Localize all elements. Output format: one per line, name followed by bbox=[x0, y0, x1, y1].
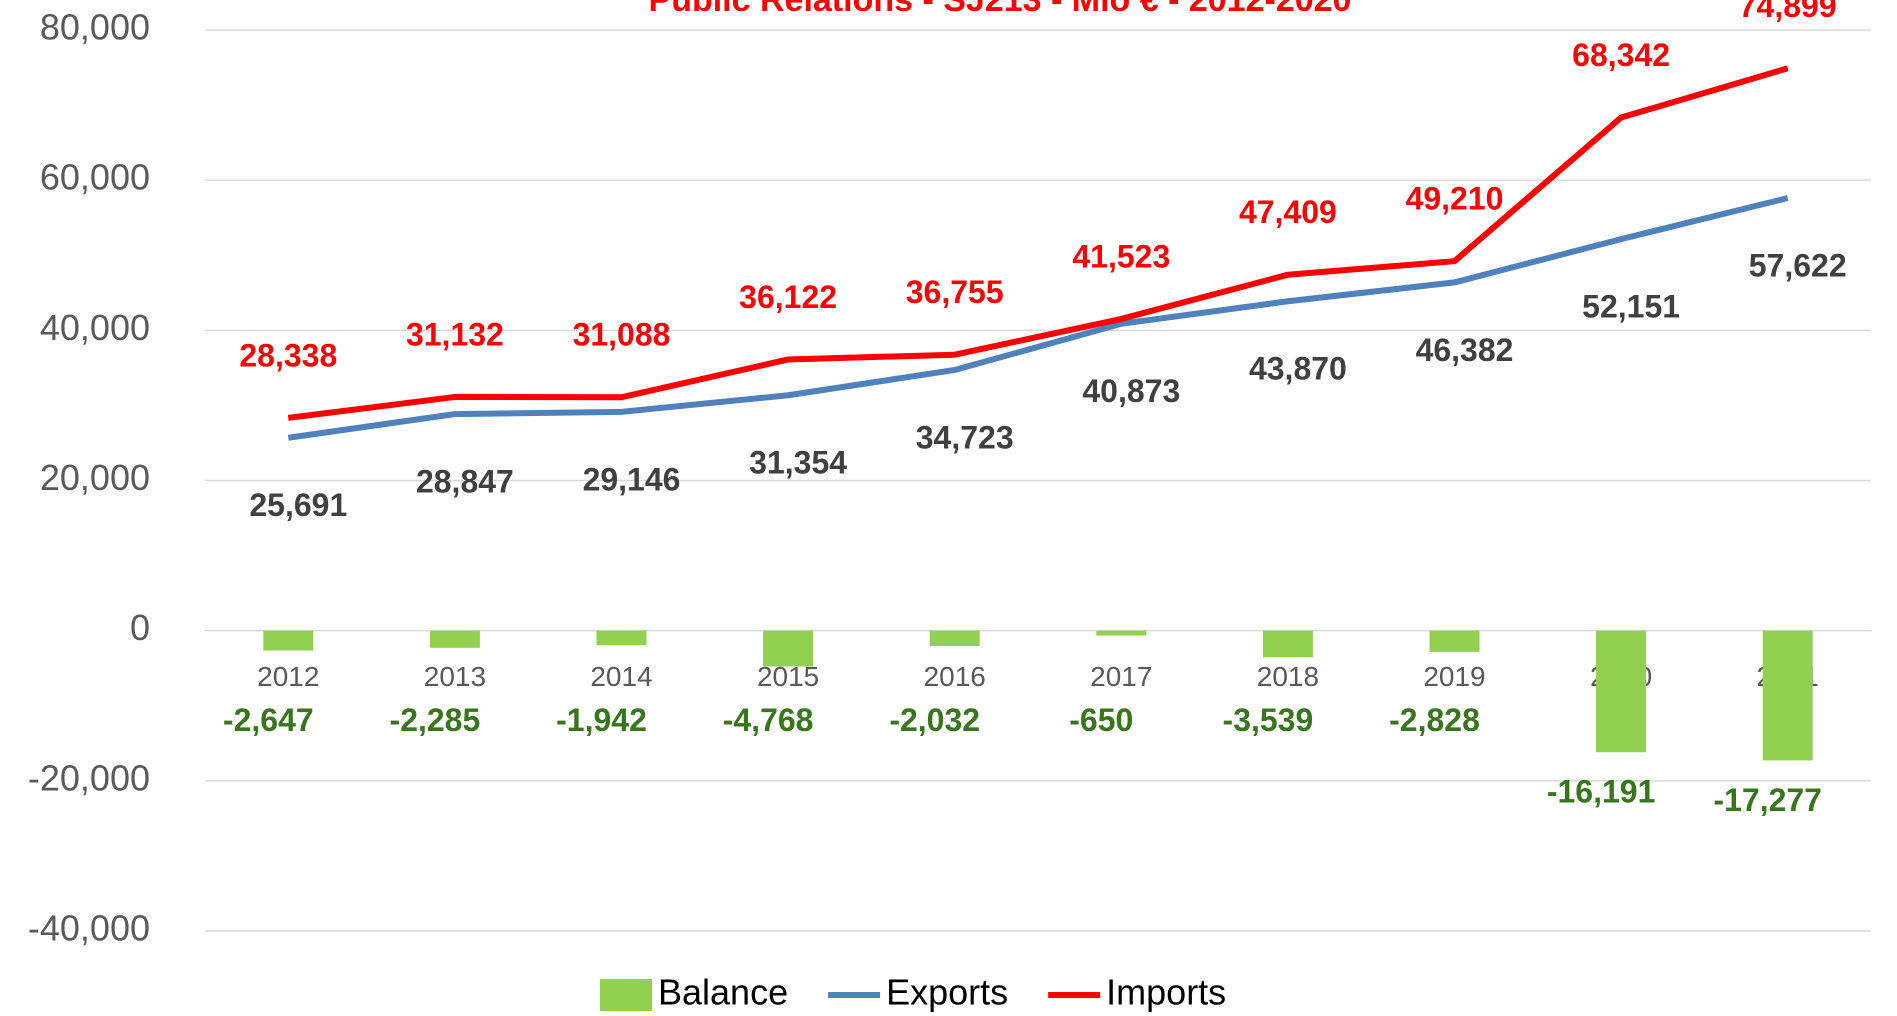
bar bbox=[429, 630, 480, 648]
x-tick-label: 2012 bbox=[257, 661, 319, 692]
x-tick-label: 2014 bbox=[590, 661, 652, 692]
data-label: 52,151 bbox=[1582, 289, 1680, 325]
y-tick-label: 60,000 bbox=[40, 157, 150, 198]
data-label: 43,870 bbox=[1249, 351, 1347, 387]
data-label: 36,122 bbox=[739, 279, 837, 315]
chart-title: Public Relations - SJ213 - Mio € - 2012-… bbox=[649, 0, 1352, 19]
bar bbox=[1429, 630, 1480, 652]
data-label: 57,622 bbox=[1749, 247, 1847, 283]
bar bbox=[1596, 630, 1647, 753]
data-label: 31,354 bbox=[749, 445, 847, 481]
data-label: 31,132 bbox=[406, 316, 504, 352]
legend-swatch bbox=[600, 979, 652, 1011]
y-tick-label: 20,000 bbox=[40, 457, 150, 498]
data-label: 31,088 bbox=[573, 317, 671, 353]
y-tick-label: -40,000 bbox=[28, 908, 150, 949]
legend-label: Exports bbox=[886, 972, 1008, 1013]
bar bbox=[929, 630, 980, 646]
legend-label: Balance bbox=[658, 972, 788, 1013]
data-label: 34,723 bbox=[916, 419, 1014, 455]
data-label: -4,768 bbox=[723, 702, 814, 738]
bar bbox=[263, 630, 314, 651]
x-tick-label: 2013 bbox=[424, 661, 486, 692]
data-label: 74,899 bbox=[1739, 0, 1837, 24]
x-tick-label: 2019 bbox=[1423, 661, 1485, 692]
y-tick-label: 0 bbox=[130, 607, 150, 648]
bar bbox=[1762, 630, 1813, 761]
data-label: 46,382 bbox=[1416, 332, 1514, 368]
line bbox=[287, 65, 1789, 421]
data-label: 28,847 bbox=[416, 464, 514, 500]
data-label: 29,146 bbox=[583, 461, 681, 497]
x-tick-label: 2018 bbox=[1257, 661, 1319, 692]
data-label: -17,277 bbox=[1713, 782, 1822, 818]
data-label: 47,409 bbox=[1239, 194, 1337, 230]
line bbox=[287, 195, 1789, 441]
data-label: -650 bbox=[1069, 702, 1133, 738]
data-label: 68,342 bbox=[1572, 37, 1670, 73]
data-label: 25,691 bbox=[249, 487, 347, 523]
data-label: -3,539 bbox=[1223, 702, 1314, 738]
data-label: 49,210 bbox=[1406, 181, 1504, 217]
data-label: 36,755 bbox=[906, 274, 1004, 310]
data-label: 40,873 bbox=[1082, 373, 1180, 409]
y-tick-label: -20,000 bbox=[28, 757, 150, 798]
data-label: -1,942 bbox=[556, 702, 647, 738]
data-label: 41,523 bbox=[1072, 238, 1170, 274]
x-tick-label: 2017 bbox=[1090, 661, 1152, 692]
y-tick-label: 40,000 bbox=[40, 307, 150, 348]
data-label: -2,032 bbox=[889, 702, 980, 738]
data-label: -2,647 bbox=[223, 702, 314, 738]
bar bbox=[596, 630, 647, 646]
y-tick-label: 80,000 bbox=[40, 7, 150, 48]
data-label: 28,338 bbox=[239, 337, 337, 373]
bar bbox=[1096, 630, 1147, 636]
legend-label: Imports bbox=[1106, 972, 1226, 1013]
bar bbox=[763, 630, 814, 667]
bar bbox=[1262, 630, 1313, 658]
data-label: -2,828 bbox=[1389, 702, 1480, 738]
data-label: -16,191 bbox=[1547, 774, 1656, 810]
data-label: -2,285 bbox=[390, 702, 481, 738]
x-tick-label: 2016 bbox=[924, 661, 986, 692]
